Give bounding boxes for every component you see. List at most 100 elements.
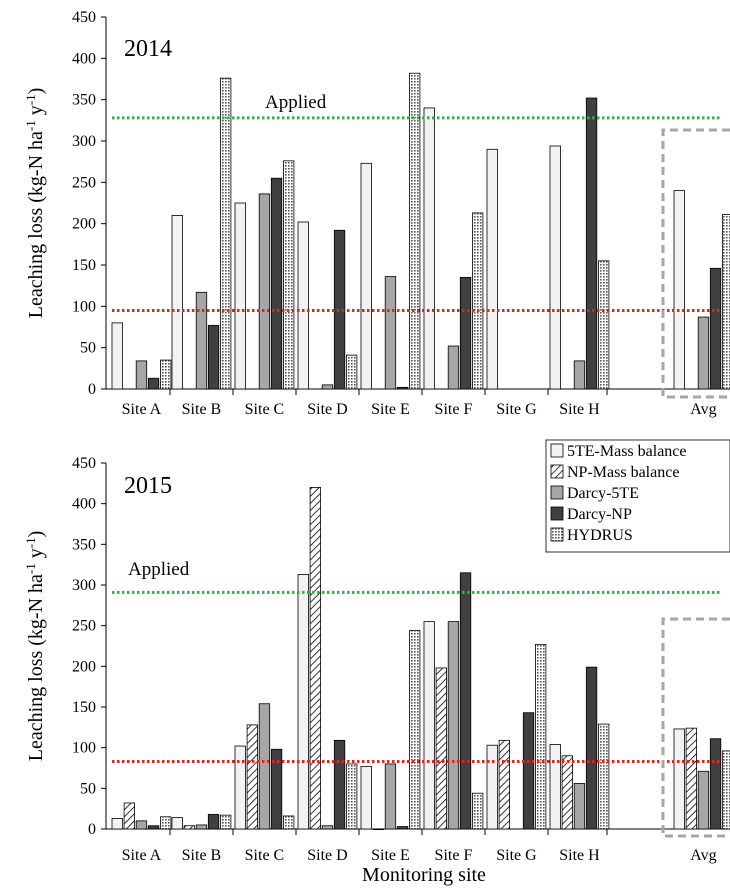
bar xyxy=(408,630,421,830)
bar xyxy=(471,792,484,830)
bar xyxy=(423,621,435,830)
avg-highlight-box xyxy=(661,128,730,399)
bar xyxy=(573,783,586,830)
x-tick-label: Site D xyxy=(307,401,347,418)
bar xyxy=(549,145,561,390)
bar xyxy=(459,276,472,390)
y-tick-label: 200 xyxy=(72,216,96,233)
y-tick-label: 450 xyxy=(72,9,96,26)
avg-highlight-box xyxy=(661,617,730,838)
legend-swatch xyxy=(550,443,564,458)
x-tick-label: Site D xyxy=(307,847,347,864)
bar xyxy=(135,820,148,830)
bar xyxy=(234,202,246,390)
x-tick-label: Site C xyxy=(245,847,285,864)
bar xyxy=(471,212,484,390)
legend-entry: Darcy-5TE xyxy=(567,485,639,502)
applied-label: Applied xyxy=(128,559,190,580)
bar xyxy=(384,276,397,390)
y-tick-label: 400 xyxy=(72,50,96,67)
bar xyxy=(171,214,183,390)
chart-panel-2014: 0 50 100 150 200 250 300 350 400 450 Site A Site B S… xyxy=(23,9,730,418)
x-tick-label: Avg xyxy=(690,847,716,864)
x-axis-title: Monitoring site xyxy=(362,864,486,886)
bar xyxy=(384,763,397,830)
legend: 5TE-Mass balance NP-Mass balance Darcy-5TE… xyxy=(545,439,730,553)
chart-panel-2015: 0 50 100 150 200 250 300 350 400 450 Site A Site B S… xyxy=(23,455,730,864)
legend-swatch xyxy=(550,485,564,500)
y-tick-label: 50 xyxy=(80,340,96,357)
bar xyxy=(447,621,460,830)
bar xyxy=(598,260,610,390)
bar xyxy=(549,744,561,830)
bar xyxy=(486,148,498,390)
y-tick-label: 0 xyxy=(88,381,96,398)
bar xyxy=(282,160,295,390)
bar xyxy=(207,324,220,390)
bar xyxy=(685,727,697,830)
y-tick-label: 400 xyxy=(72,496,96,513)
bar xyxy=(585,97,598,390)
bar xyxy=(246,724,259,830)
x-tick-label: Site G xyxy=(496,847,537,864)
bar xyxy=(309,486,322,830)
x-tick-label: Site G xyxy=(496,401,537,418)
y-tick-label: 0 xyxy=(88,821,96,838)
bar xyxy=(219,814,232,830)
y-tick-label: 300 xyxy=(72,577,96,594)
year-label: 2014 xyxy=(124,36,172,62)
x-tick-label: Avg xyxy=(690,401,716,418)
bar xyxy=(333,739,346,830)
bar xyxy=(234,745,246,830)
bar xyxy=(297,574,309,830)
x-tick-label: Site B xyxy=(182,847,222,864)
bar xyxy=(321,825,334,830)
y-tick-label: 150 xyxy=(72,699,96,716)
x-tick-label: Site F xyxy=(435,847,473,864)
y-tick-label: 200 xyxy=(72,658,96,675)
legend-swatch xyxy=(550,464,564,479)
x-tick-label: Site E xyxy=(371,401,410,418)
bar xyxy=(423,107,435,390)
bar xyxy=(561,755,573,830)
bar xyxy=(697,316,710,390)
bar xyxy=(345,763,358,830)
bar xyxy=(258,193,271,390)
bar xyxy=(345,354,358,390)
y-tick-label: 250 xyxy=(72,618,96,635)
bar xyxy=(270,748,283,830)
y-tick-label: 150 xyxy=(72,257,96,274)
bar xyxy=(171,817,183,830)
bar xyxy=(573,360,586,390)
bar xyxy=(147,825,160,830)
y-tick-label: 100 xyxy=(72,740,96,757)
bar xyxy=(722,750,730,830)
y-tick-label: 350 xyxy=(72,92,96,109)
bar xyxy=(123,802,135,830)
bar xyxy=(722,214,730,390)
bar xyxy=(447,345,460,390)
x-tick-label: Site F xyxy=(435,401,473,418)
y-tick-label: 300 xyxy=(72,133,96,150)
y-axis-title: Leaching loss (kg-N ha-1 y-1) xyxy=(23,88,48,319)
bar xyxy=(673,190,685,390)
bar xyxy=(135,360,148,390)
x-tick-label: Site H xyxy=(559,847,600,864)
bar xyxy=(159,816,172,830)
bar xyxy=(219,77,232,390)
bar xyxy=(111,322,123,390)
bar xyxy=(372,828,385,831)
bar xyxy=(195,291,208,390)
bar xyxy=(147,377,160,390)
bar xyxy=(585,666,598,830)
x-tick-label: Site H xyxy=(559,401,600,418)
bar xyxy=(195,824,208,830)
x-tick-label: Site E xyxy=(371,847,410,864)
bar xyxy=(396,826,409,830)
bar xyxy=(408,72,421,390)
legend-entry: Darcy-NP xyxy=(567,506,632,523)
bar xyxy=(297,221,309,390)
legend-swatch xyxy=(550,506,564,521)
bar xyxy=(207,813,220,830)
